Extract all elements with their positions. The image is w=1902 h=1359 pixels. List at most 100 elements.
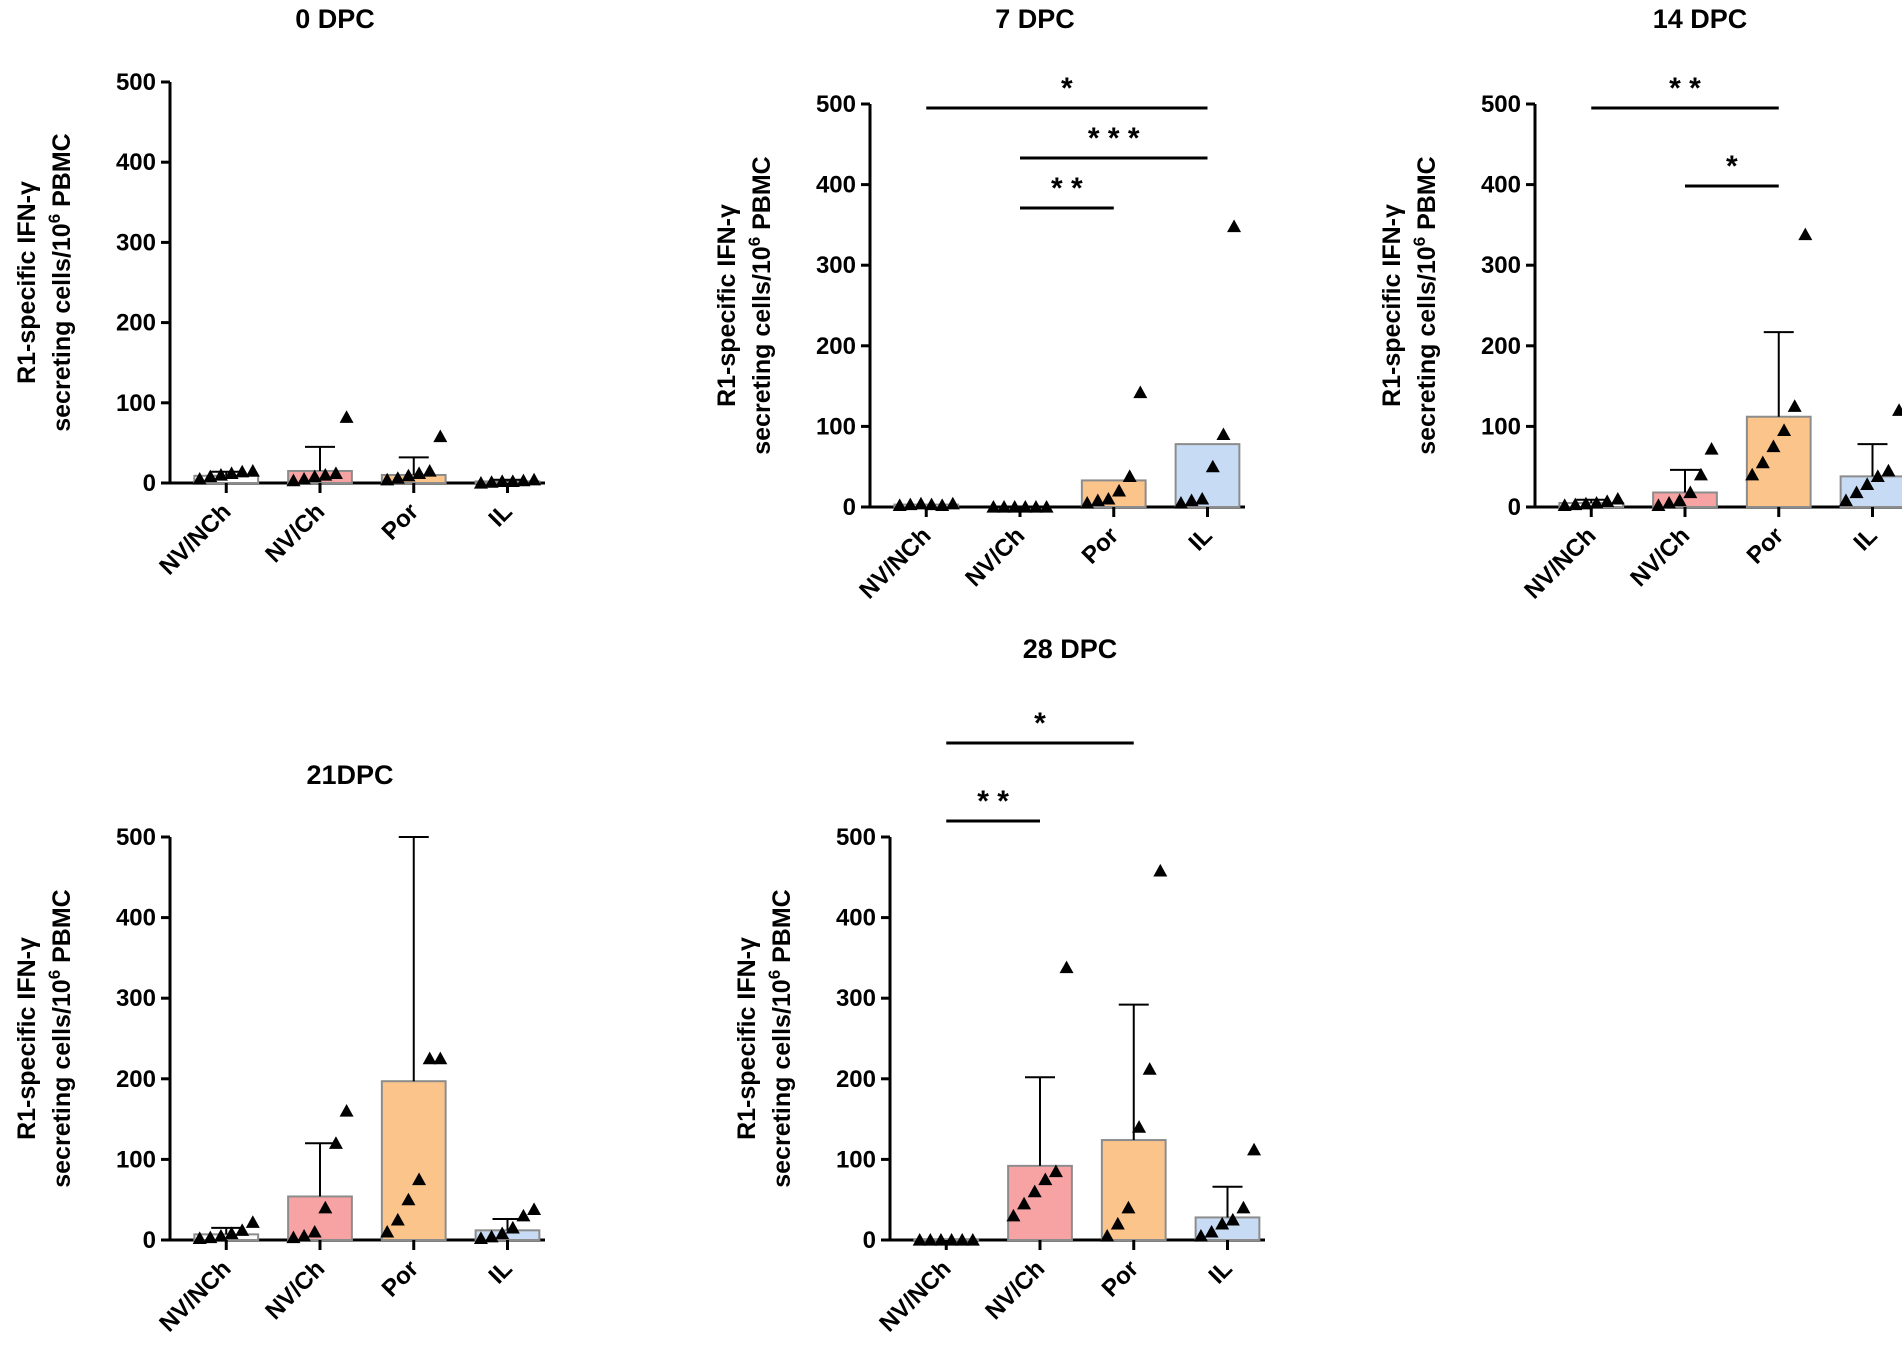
data-point-marker xyxy=(1090,493,1105,507)
data-point-marker xyxy=(913,496,928,510)
data-point-marker xyxy=(1838,493,1853,507)
y-tick-label: 500 xyxy=(1481,91,1521,118)
y-tick-label: 200 xyxy=(116,310,156,337)
data-point-marker xyxy=(380,1224,395,1238)
data-point-marker xyxy=(1755,455,1770,469)
data-point-marker xyxy=(1039,500,1054,513)
data-point-marker xyxy=(192,1231,207,1244)
data-point-marker xyxy=(1028,500,1043,513)
data-point-marker xyxy=(1100,1228,1115,1242)
data-point-marker xyxy=(965,1233,980,1246)
y-tick-label: 0 xyxy=(143,1227,156,1254)
data-point-marker xyxy=(1215,1216,1230,1230)
data-point-marker xyxy=(924,497,939,511)
x-category-label: IL xyxy=(484,1255,518,1289)
y-tick-label: 500 xyxy=(116,824,156,851)
data-point-marker xyxy=(1121,1200,1136,1214)
y-tick-label: 300 xyxy=(836,985,876,1012)
y-axis-label-line1: R1-specific IFN-γ xyxy=(713,204,741,407)
x-category-label: Por xyxy=(377,498,424,545)
y-tick-label: 400 xyxy=(816,172,856,199)
y-tick-label: 100 xyxy=(1481,413,1521,440)
data-point-marker xyxy=(1195,491,1210,505)
data-point-marker xyxy=(422,463,437,477)
chart-title: 7 DPC xyxy=(995,4,1075,34)
bar-por xyxy=(380,1080,447,1242)
data-point-marker xyxy=(1080,495,1095,509)
y-axis-label-line1: R1-specific IFN-γ xyxy=(733,937,761,1140)
x-category-label: NV/NCh xyxy=(874,1255,956,1337)
data-point-marker xyxy=(1006,1208,1021,1222)
y-axis-label-line2: secreting cells/106 PBMC xyxy=(745,156,776,455)
data-point-marker xyxy=(401,468,416,482)
data-point-marker xyxy=(473,1231,488,1244)
data-point-marker xyxy=(245,463,260,477)
chart-title: 14 DPC xyxy=(1653,4,1748,34)
panel-0: 0 DPC R1-specific IFN-γ secreting cells/10… xyxy=(13,4,545,580)
data-point-marker xyxy=(390,1212,405,1226)
chart-title: 0 DPC xyxy=(295,4,375,34)
data-point-marker xyxy=(1184,493,1199,507)
x-category-label: IL xyxy=(1849,522,1883,556)
x-category-label: NV/Ch xyxy=(980,1255,1050,1325)
data-point-marker xyxy=(318,467,333,481)
data-point-marker xyxy=(339,1104,354,1117)
data-point-marker xyxy=(1110,1216,1125,1230)
y-tick-label: 400 xyxy=(1481,172,1521,199)
data-point-marker xyxy=(527,472,542,486)
data-point-marker xyxy=(433,1051,448,1065)
data-point-marker xyxy=(235,464,250,478)
data-point-marker xyxy=(527,1202,542,1215)
data-point-marker xyxy=(1892,403,1902,416)
data-point-marker xyxy=(1048,1164,1063,1178)
significance-label: * * xyxy=(1669,72,1701,105)
significance-label: * * * xyxy=(1088,122,1140,155)
y-tick-label: 300 xyxy=(1481,252,1521,279)
y-tick-label: 300 xyxy=(116,229,156,256)
data-point-marker xyxy=(1704,441,1719,455)
data-point-marker xyxy=(986,500,1001,513)
y-tick-label: 200 xyxy=(836,1066,876,1093)
data-point-marker xyxy=(912,1233,927,1246)
data-point-marker xyxy=(328,1136,343,1149)
data-point-marker xyxy=(297,471,312,485)
data-point-marker xyxy=(1777,423,1792,437)
y-axis-label-line1: R1-specific IFN-γ xyxy=(13,937,41,1140)
data-point-marker xyxy=(307,469,322,483)
y-tick-label: 0 xyxy=(143,470,156,497)
x-category-label: IL xyxy=(1204,1255,1238,1289)
data-point-marker xyxy=(944,1233,959,1246)
data-point-marker xyxy=(1236,1200,1251,1214)
x-category-label: IL xyxy=(484,498,518,532)
data-point-marker xyxy=(1766,439,1781,453)
x-category-label: NV/Ch xyxy=(260,1255,330,1325)
data-point-marker xyxy=(412,466,427,479)
data-point-marker xyxy=(923,1233,938,1246)
y-tick-label: 300 xyxy=(116,985,156,1012)
y-axis-label-line2: secreting cells/106 PBMC xyxy=(45,133,76,432)
x-category-label: Por xyxy=(377,1255,424,1302)
x-category-label: NV/NCh xyxy=(154,1255,236,1337)
x-category-label: NV/Ch xyxy=(260,498,330,568)
data-point-marker xyxy=(1112,483,1127,497)
data-point-marker xyxy=(1860,477,1875,491)
data-point-marker xyxy=(286,1230,301,1244)
x-category-label: NV/NCh xyxy=(854,522,936,604)
data-point-marker xyxy=(433,429,448,443)
data-point-marker xyxy=(224,1226,239,1240)
data-point-marker xyxy=(1578,496,1593,510)
data-point-marker xyxy=(412,1172,427,1186)
data-point-marker xyxy=(1600,494,1615,507)
data-point-marker xyxy=(1683,485,1698,499)
chart-title: 21DPC xyxy=(306,760,393,790)
y-tick-label: 300 xyxy=(816,252,856,279)
data-point-marker xyxy=(1693,467,1708,481)
data-point-marker xyxy=(245,1215,260,1228)
y-axis-label-line2: secreting cells/106 PBMC xyxy=(45,889,76,1188)
data-point-marker xyxy=(1018,500,1033,513)
data-point-marker xyxy=(1745,467,1760,481)
y-tick-label: 0 xyxy=(863,1227,876,1254)
data-point-marker xyxy=(1142,1062,1157,1075)
significance-label: * * xyxy=(1051,172,1083,205)
y-tick-label: 200 xyxy=(816,333,856,360)
